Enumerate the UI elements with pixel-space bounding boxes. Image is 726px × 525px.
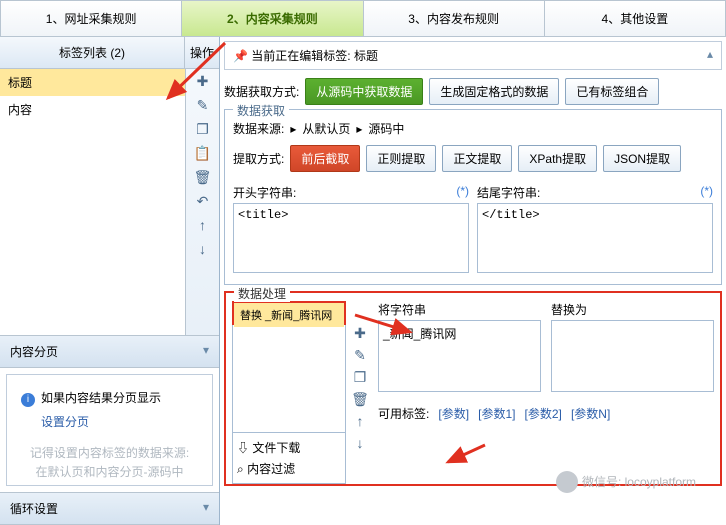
tag-item-title[interactable]: 标题: [0, 69, 185, 96]
right-panel: 📌 当前正在编辑标签: 标题 ▴ 数据获取方式: 从源码中获取数据 生成固定格式…: [220, 37, 726, 525]
replace-to-label: 替换为: [551, 301, 714, 318]
source-label: 数据来源:: [233, 120, 284, 137]
proc-copy-icon[interactable]: ❐: [352, 369, 368, 385]
process-item[interactable]: 替换 _新闻_腾讯网: [234, 303, 344, 327]
param1-link[interactable]: [参数1]: [478, 407, 515, 421]
process-toolbar: ✚ ✎ ❐ 🗑 ↑ ↓: [352, 301, 372, 484]
start-label: 开头字符串:: [233, 184, 296, 201]
proc-add-icon[interactable]: ✚: [352, 325, 368, 341]
editing-tag: 标题: [354, 49, 378, 63]
source-code[interactable]: 源码中: [368, 120, 404, 137]
tag-item-content[interactable]: 内容: [0, 96, 185, 123]
replace-from-input[interactable]: [378, 320, 541, 392]
content-filter[interactable]: ⌕ 内容过滤: [237, 458, 341, 479]
hint-text: 记得设置内容标签的数据来源:在默认页和内容分页-源码中: [21, 444, 198, 481]
paramn-link[interactable]: [参数N]: [571, 407, 610, 421]
start-wildcard[interactable]: (*): [456, 184, 469, 201]
proc-up-icon[interactable]: ↑: [352, 413, 368, 429]
copy-icon[interactable]: ❐: [195, 121, 211, 137]
proc-down-icon[interactable]: ↓: [352, 435, 368, 451]
param2-link[interactable]: [参数2]: [525, 407, 562, 421]
param-link[interactable]: [参数]: [438, 407, 469, 421]
pin-icon: 📌: [233, 49, 248, 63]
tag-list-title: 标签列表 (2): [0, 37, 185, 68]
end-string-input[interactable]: [477, 203, 713, 273]
extract-json-button[interactable]: JSON提取: [603, 145, 681, 172]
method-combine-button[interactable]: 已有标签组合: [565, 78, 659, 105]
editing-bar: 📌 当前正在编辑标签: 标题 ▴: [224, 41, 722, 70]
source-arrow-icon: ▸: [356, 122, 362, 136]
method-fixed-button[interactable]: 生成固定格式的数据: [429, 78, 559, 105]
end-wildcard[interactable]: (*): [700, 184, 713, 201]
start-string-input[interactable]: [233, 203, 469, 273]
editing-label: 当前正在编辑标签:: [251, 49, 350, 63]
set-paging-link[interactable]: 设置分页: [41, 413, 89, 430]
extract-trim-button[interactable]: 前后截取: [290, 145, 360, 172]
tag-toolbar: ✚ ✎ ❐ 📋 🗑 ↶ ↑ ↓: [185, 69, 219, 335]
available-tags: 可用标签: [参数] [参数1] [参数2] [参数N]: [378, 405, 714, 422]
paste-icon[interactable]: 📋: [195, 145, 211, 161]
tag-ops-header: 操作: [185, 37, 219, 68]
edit-icon[interactable]: ✎: [195, 97, 211, 113]
replace-from-label: 将字符串: [378, 301, 541, 318]
process-list: 替换 _新闻_腾讯网 ⇩ 文件下载 ⌕ 内容过滤: [232, 301, 346, 484]
extract-regex-button[interactable]: 正则提取: [366, 145, 436, 172]
extract-xpath-button[interactable]: XPath提取: [518, 145, 597, 172]
file-download[interactable]: ⇩ 文件下载: [237, 437, 341, 458]
tab-1[interactable]: 1、网址采集规则: [1, 1, 182, 36]
left-panel: 标签列表 (2) 操作 标题 内容 ✚ ✎ ❐ 📋 🗑 ↶ ↑ ↓ 内容分页 i…: [0, 37, 220, 525]
step-tabs: 1、网址采集规则 2、内容采集规则 3、内容发布规则 4、其他设置: [0, 0, 726, 37]
add-icon[interactable]: ✚: [195, 73, 211, 89]
source-arrow-icon: ▸: [290, 122, 296, 136]
method-source-button[interactable]: 从源码中获取数据: [305, 78, 423, 105]
info-icon: i: [21, 393, 35, 407]
paging-header[interactable]: 内容分页: [0, 335, 219, 368]
source-default[interactable]: 从默认页: [302, 120, 350, 137]
proc-delete-icon[interactable]: 🗑: [352, 391, 368, 407]
down-icon[interactable]: ↓: [195, 241, 211, 257]
tab-2[interactable]: 2、内容采集规则: [182, 1, 363, 36]
end-label: 结尾字符串:: [477, 184, 540, 201]
acquire-legend: 数据获取: [233, 102, 289, 119]
data-acquire-fieldset: 数据获取 数据来源: ▸ 从默认页 ▸ 源码中 提取方式: 前后截取 正则提取 …: [224, 109, 722, 285]
loop-header[interactable]: 循环设置: [0, 492, 219, 525]
process-legend: 数据处理: [234, 285, 290, 302]
undo-icon[interactable]: ↶: [195, 193, 211, 209]
extract-body-button[interactable]: 正文提取: [442, 145, 512, 172]
extract-label: 提取方式:: [233, 150, 284, 167]
paging-text: 如果内容结果分页显示: [41, 391, 161, 405]
paging-box: i 如果内容结果分页显示 设置分页 记得设置内容标签的数据来源:在默认页和内容分页…: [6, 374, 213, 486]
up-icon[interactable]: ↑: [195, 217, 211, 233]
data-process-fieldset: 数据处理 替换 _新闻_腾讯网 ⇩ 文件下载 ⌕ 内容过滤 ✚ ✎ ❐ 🗑 ↑: [224, 291, 722, 486]
tab-3[interactable]: 3、内容发布规则: [364, 1, 545, 36]
replace-to-input[interactable]: [551, 320, 714, 392]
collapse-icon[interactable]: ▴: [707, 47, 713, 61]
proc-edit-icon[interactable]: ✎: [352, 347, 368, 363]
tab-4[interactable]: 4、其他设置: [545, 1, 725, 36]
delete-icon[interactable]: 🗑: [195, 169, 211, 185]
tag-list: 标题 内容: [0, 69, 185, 335]
method-label: 数据获取方式:: [224, 83, 299, 100]
